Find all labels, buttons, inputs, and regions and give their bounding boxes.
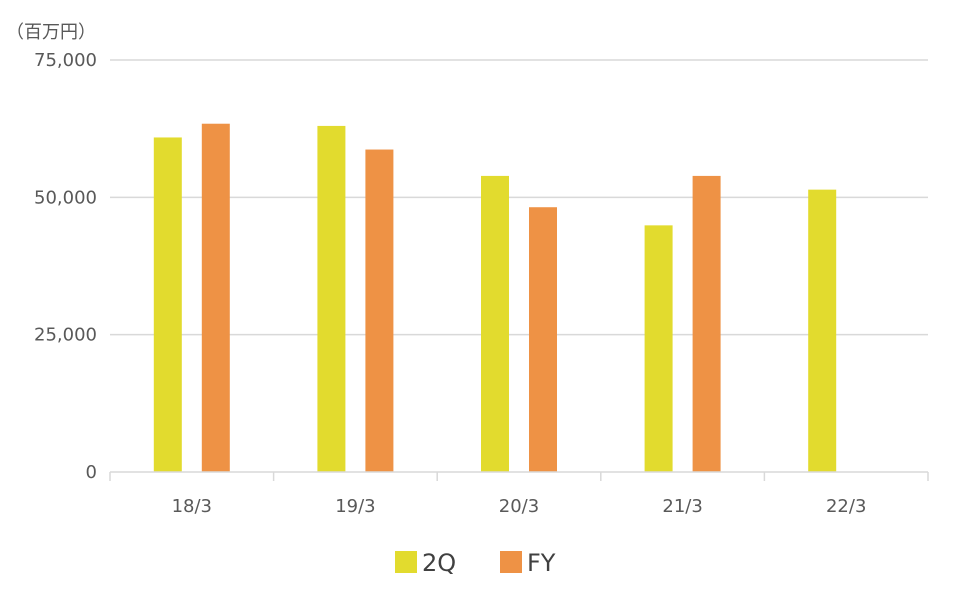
legend-swatch-FY (500, 551, 522, 573)
bar-2Q-22/3 (808, 189, 837, 472)
x-tick-label: 22/3 (826, 496, 866, 517)
legend-swatch-2Q (395, 551, 417, 573)
bars (153, 123, 837, 473)
y-tick-label: 75,000 (34, 50, 97, 71)
x-tick-label: 18/3 (172, 496, 212, 517)
bar-FY-19/3 (365, 149, 394, 473)
x-tick-label: 20/3 (499, 496, 539, 517)
bar-FY-21/3 (692, 175, 721, 472)
bar-2Q-18/3 (153, 137, 182, 472)
bar-2Q-19/3 (317, 125, 346, 473)
bar-2Q-20/3 (481, 175, 509, 472)
bar-FY-20/3 (529, 207, 557, 473)
y-axis-unit-label: （百万円） (6, 22, 96, 43)
legend: 2Q FY (395, 549, 556, 577)
gridlines (110, 59, 928, 336)
x-axis: 18/3 19/3 20/3 21/3 22/3 (109, 471, 929, 517)
y-tick-label: 0 (86, 462, 97, 483)
legend-label-FY: FY (527, 549, 556, 577)
x-tick-label: 19/3 (335, 496, 375, 517)
bar-FY-18/3 (201, 123, 230, 473)
y-axis-tick-labels: 0 25,000 50,000 75,000 (34, 50, 97, 483)
bar-2Q-21/3 (644, 225, 673, 472)
y-tick-label: 25,000 (34, 325, 97, 346)
legend-label-2Q: 2Q (422, 549, 456, 577)
x-tick-label: 21/3 (662, 496, 702, 517)
y-tick-label: 50,000 (34, 187, 97, 208)
